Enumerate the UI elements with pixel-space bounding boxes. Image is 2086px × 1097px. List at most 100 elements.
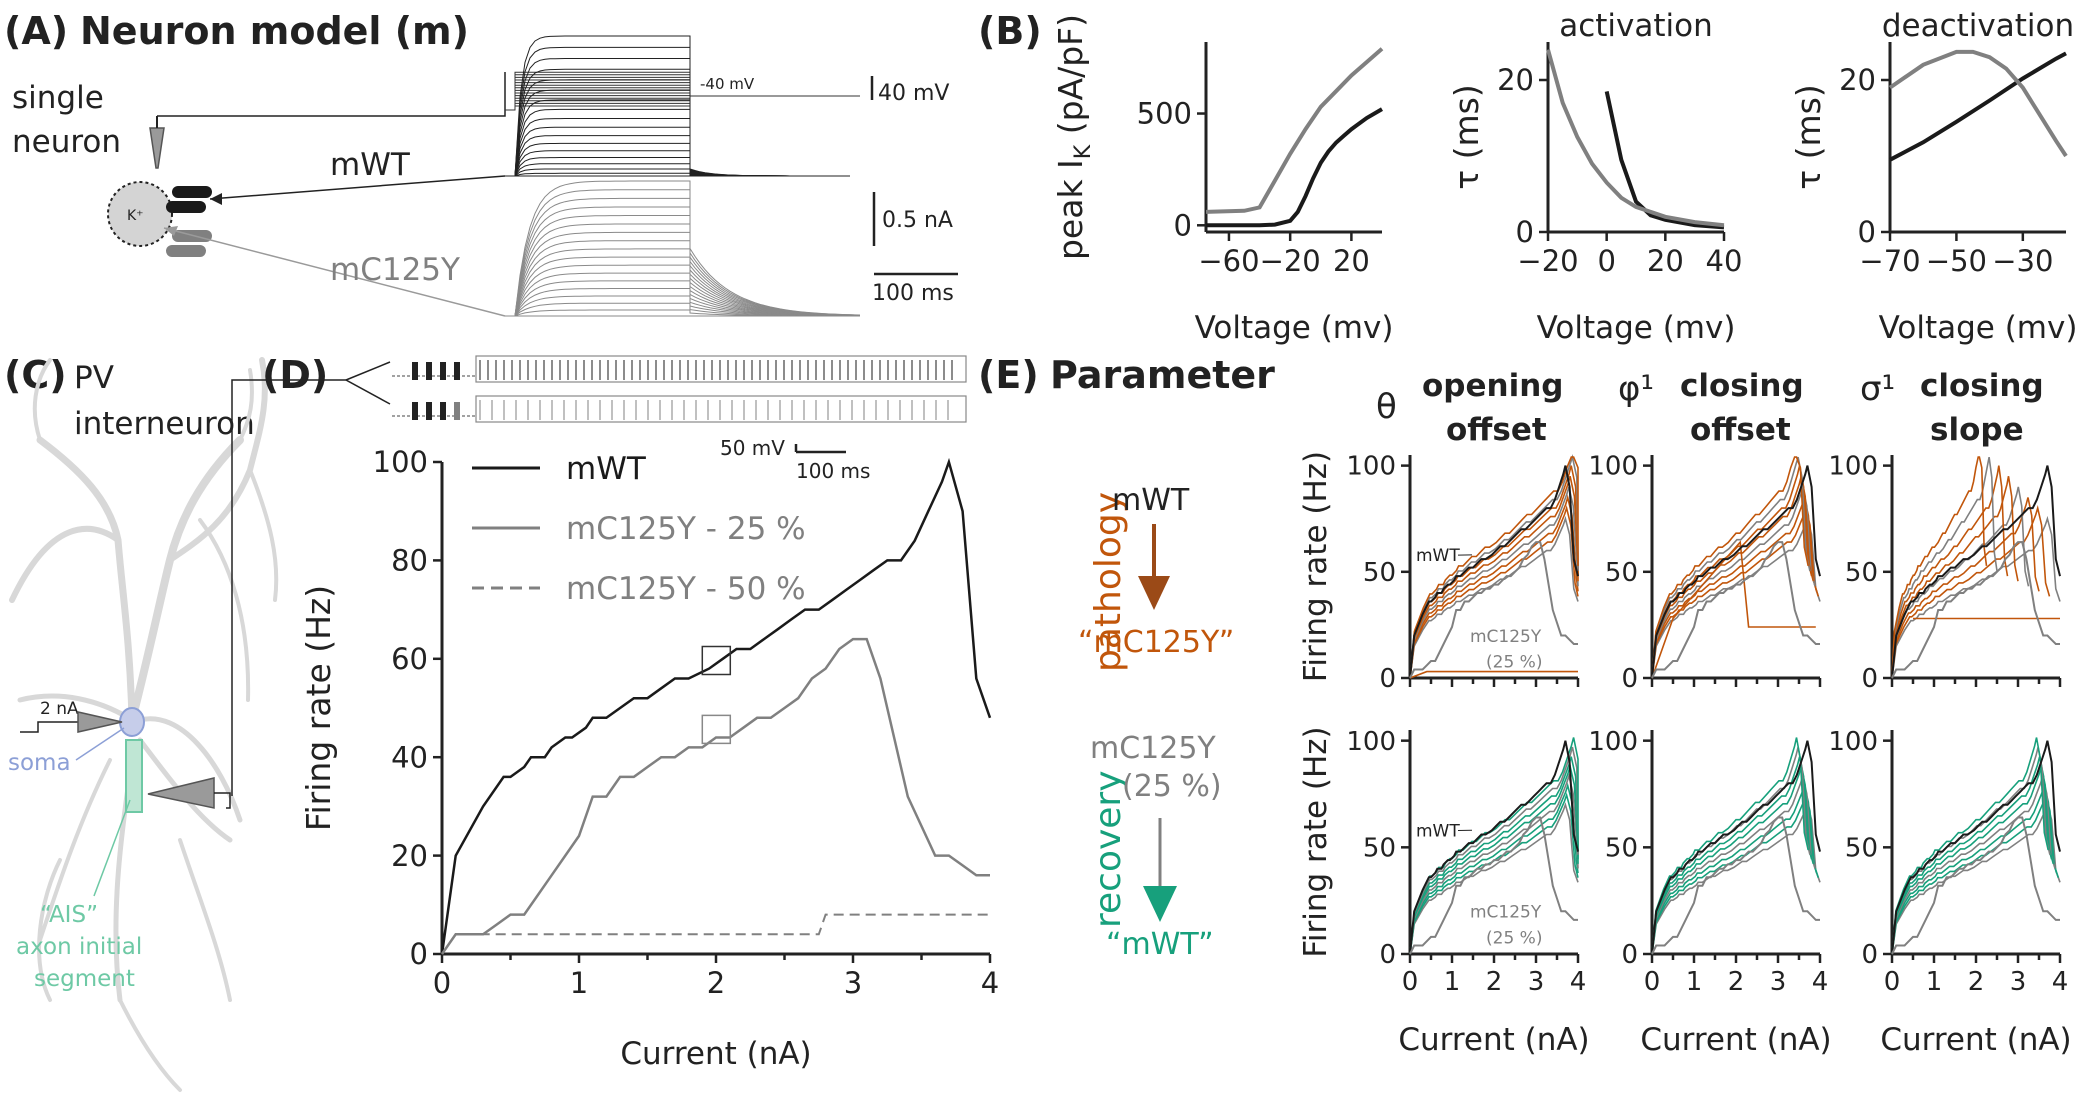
x-tick-label: 4 bbox=[981, 966, 999, 1000]
y-tick-label: 0 bbox=[1858, 215, 1876, 249]
spike-protocol-mark bbox=[454, 362, 460, 380]
reference-curve-mwt bbox=[1891, 465, 2061, 679]
x-axis-label: Voltage (mv) bbox=[1537, 310, 1736, 346]
y-tick-label: 100 bbox=[1588, 727, 1638, 757]
subplot-r1-c1: 0 50 100 Firing rate (Hz) mWT mC125Y (25 %) bbox=[1298, 451, 1580, 694]
spike-inset-frame bbox=[475, 355, 967, 383]
reference-curve-mutant bbox=[1891, 541, 2060, 679]
series-line-mc125y bbox=[1546, 49, 1725, 228]
x-tick-label: −20 bbox=[1517, 244, 1578, 278]
series-line-mwt bbox=[1206, 107, 1384, 228]
mwt-current-trace bbox=[505, 168, 850, 177]
spike-protocol-mark bbox=[412, 402, 418, 420]
mutant-current-trace bbox=[505, 180, 861, 317]
stim-label: 2 nA bbox=[40, 699, 79, 719]
x-tick-label: −70 bbox=[1859, 244, 1920, 278]
series-line-mc125y-50- bbox=[441, 913, 990, 955]
reference-curve-mwt bbox=[1409, 465, 1579, 679]
panel-d-letter: (D) bbox=[262, 353, 328, 397]
col-1-title-2: offset bbox=[1446, 412, 1547, 448]
y-tick-label: 0 bbox=[1379, 940, 1396, 970]
mutant-current-trace bbox=[505, 223, 860, 317]
pathology-label: pathology bbox=[1088, 492, 1129, 672]
x-axis-label: Current (nA) bbox=[1398, 1022, 1589, 1058]
panel-e: (E) Parameter pathology recovery mWT “mC… bbox=[978, 353, 2072, 1058]
chart-deactivation-tau: −70 −50 −30 0 20 Voltage (mv) deactivation τ (m… bbox=[1789, 8, 2077, 346]
mut-channel-icon-2 bbox=[166, 245, 206, 257]
y-tick-label: 50 bbox=[1605, 558, 1638, 588]
col-2-symbol: φ¹ bbox=[1618, 369, 1654, 409]
variant-curve bbox=[1891, 775, 2056, 955]
series-line-mwt bbox=[440, 457, 992, 955]
axon-electrode-icon bbox=[147, 777, 215, 809]
mwt-current-trace bbox=[505, 46, 850, 177]
y-tick-label: 0 bbox=[1516, 215, 1534, 249]
annotation-mutant-2: (25 %) bbox=[1486, 652, 1542, 672]
variant-curve bbox=[1651, 456, 1809, 679]
subplot-r1-c3: 0 50 100 bbox=[1828, 452, 2062, 694]
single-neuron-label-1: single bbox=[12, 80, 104, 116]
chart-title: deactivation bbox=[1882, 8, 2074, 44]
electrode-icon bbox=[149, 127, 165, 169]
parameter-heading: Parameter bbox=[1050, 353, 1275, 397]
variant-curve bbox=[1891, 486, 2030, 679]
variant-curve bbox=[1891, 782, 2058, 955]
axon-electrode-lead bbox=[214, 792, 231, 809]
panel-b-letter: (B) bbox=[978, 9, 1042, 53]
col-2-title-2: offset bbox=[1690, 412, 1791, 448]
variant-curve bbox=[1651, 476, 1815, 679]
x-tick-label: 3 bbox=[844, 966, 862, 1000]
highlight-box-mwt bbox=[701, 645, 732, 676]
y-tick-label: 0 bbox=[1861, 664, 1878, 694]
variant-curve bbox=[1891, 456, 1998, 679]
y-tick-label: 50 bbox=[1363, 833, 1396, 863]
mutant-current-trace bbox=[505, 206, 861, 317]
pv-label-2: interneuron bbox=[74, 406, 255, 442]
mutant-current-traces bbox=[505, 180, 861, 317]
spike-protocol-mark bbox=[454, 402, 460, 420]
mwt-current-trace bbox=[505, 35, 850, 177]
variant-curve bbox=[1651, 775, 1816, 955]
panel-a-letter: (A) bbox=[4, 9, 68, 53]
ais-label-3: segment bbox=[34, 966, 135, 992]
x-tick-label: 2 bbox=[1486, 967, 1503, 997]
x-tick-label: 0 bbox=[1402, 967, 1419, 997]
mwt-current-trace bbox=[505, 58, 850, 177]
spike-time-scalebar-label: 100 ms bbox=[796, 459, 870, 483]
stim-step-icon bbox=[20, 721, 82, 733]
col-3-symbol: σ¹ bbox=[1860, 369, 1895, 409]
x-tick-label: 40 bbox=[1706, 244, 1743, 278]
soma-pointer bbox=[75, 727, 125, 761]
x-tick-label: 1 bbox=[1926, 967, 1943, 997]
recovery-label: recovery bbox=[1088, 770, 1129, 928]
y-tick-label: 20 bbox=[391, 839, 428, 873]
spike-train-insets bbox=[392, 355, 967, 423]
variant-curve bbox=[1891, 766, 2055, 955]
y-tick-label: 50 bbox=[1605, 833, 1638, 863]
x-tick-label: −50 bbox=[1926, 244, 1987, 278]
y-axis-label: τ (ms) bbox=[1447, 84, 1486, 189]
time-scalebar-label: 100 ms bbox=[872, 281, 954, 306]
highlight-box-mutant bbox=[701, 714, 732, 745]
annotation-mutant-1: mC125Y bbox=[1470, 627, 1542, 647]
y-tick-label: 100 bbox=[1346, 452, 1396, 482]
recovery-to: “mWT” bbox=[1106, 927, 1214, 962]
variant-curve bbox=[1409, 454, 1579, 679]
variant-curve bbox=[1409, 486, 1579, 679]
x-tick-label: −60 bbox=[1198, 244, 1259, 278]
series-line-mc125y-25- bbox=[440, 637, 990, 955]
variant-curve bbox=[1409, 802, 1579, 955]
x-tick-label: 3 bbox=[1528, 967, 1545, 997]
variant-curve bbox=[1891, 756, 2053, 955]
soma-icon bbox=[119, 707, 145, 737]
mut-arrowhead-icon bbox=[164, 226, 178, 236]
recording-lead bbox=[231, 379, 346, 796]
panel-c: (C) PV interneuron 2 nA som bbox=[4, 353, 346, 1092]
y-tick-label: 80 bbox=[391, 544, 428, 578]
mwt-current-trace bbox=[505, 79, 850, 177]
channel-label: K⁺ bbox=[127, 208, 144, 224]
variant-curve bbox=[1409, 746, 1579, 955]
panel-e-letter: (E) bbox=[978, 353, 1039, 397]
